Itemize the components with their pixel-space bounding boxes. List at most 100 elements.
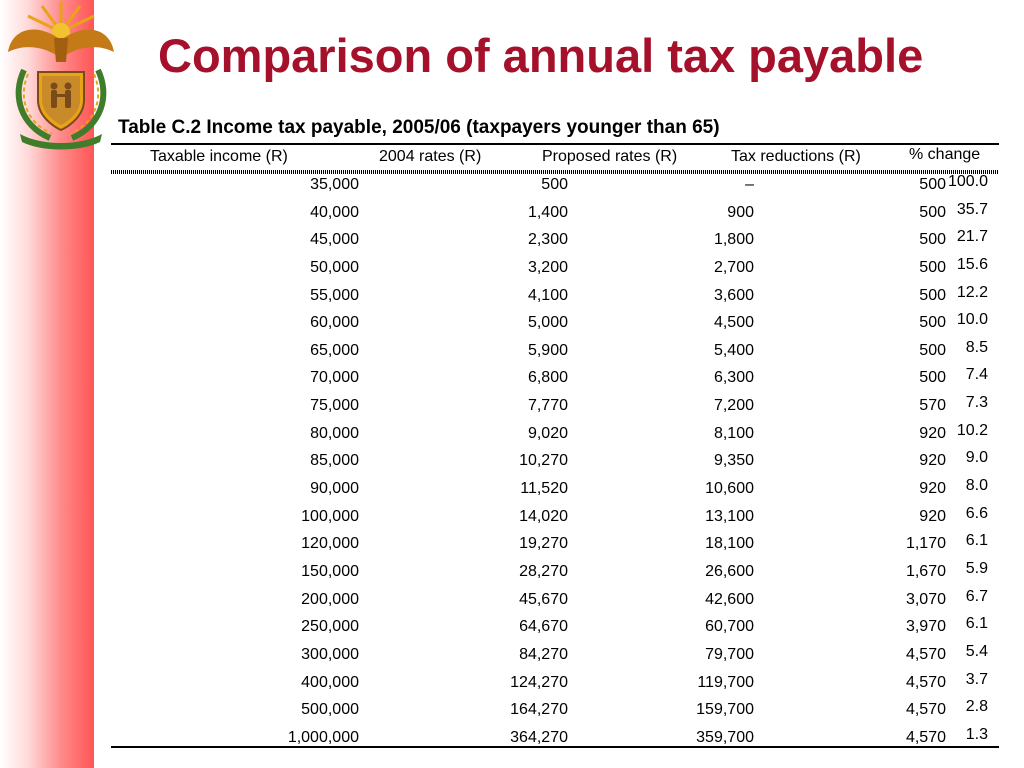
cell-taxable-income: 35,000: [310, 176, 359, 193]
cell-taxable-income: 80,000: [310, 424, 359, 442]
cell-2004-rates: 2,300: [527, 231, 568, 249]
table-row: 75,000 7,770 7,200 570 7.3: [111, 393, 999, 421]
cell-proposed-rates: 13,100: [705, 507, 754, 525]
cell-taxable-income: 100,000: [301, 507, 359, 525]
table-row: 400,000 124,270 119,700 4,570 3.7: [111, 670, 999, 698]
cell-tax-reductions: 500: [919, 231, 946, 249]
table-row: 500,000 164,270 159,700 4,570 2.8: [111, 697, 999, 725]
cell-tax-reductions: 500: [919, 258, 946, 276]
cell-2004-rates: 19,270: [519, 535, 568, 553]
cell-2004-rates: 364,270: [510, 728, 568, 746]
cell-proposed-rates: 6,300: [713, 369, 754, 387]
cell-percent-change: 2.8: [965, 698, 988, 716]
cell-percent-change: 3.7: [965, 670, 988, 688]
cell-2004-rates: 4,100: [527, 286, 568, 304]
slide-title: Comparison of annual tax payable: [158, 29, 924, 82]
cell-taxable-income: 400,000: [301, 673, 359, 691]
cell-taxable-income: 50,000: [310, 258, 359, 276]
cell-2004-rates: 7,770: [527, 397, 568, 415]
header-2004-rates: 2004 rates (R): [379, 148, 482, 165]
cell-proposed-rates: –: [745, 176, 754, 193]
table-row: 250,000 64,670 60,700 3,970 6.1: [111, 614, 999, 642]
cell-proposed-rates: 10,600: [705, 480, 754, 498]
cell-percent-change: 8.5: [965, 338, 988, 356]
cell-2004-rates: 5,000: [527, 314, 568, 332]
cell-proposed-rates: 26,600: [705, 562, 754, 580]
table-row: 55,000 4,100 3,600 500 12.2: [111, 283, 999, 311]
cell-tax-reductions: 4,570: [905, 701, 946, 719]
cell-taxable-income: 500,000: [301, 701, 359, 719]
cell-tax-reductions: 920: [919, 480, 946, 498]
cell-percent-change: 5.4: [965, 642, 988, 660]
cell-taxable-income: 90,000: [310, 480, 359, 498]
cell-tax-reductions: 500: [919, 203, 946, 221]
cell-2004-rates: 124,270: [510, 673, 568, 691]
cell-taxable-income: 65,000: [310, 341, 359, 359]
cell-percent-change: 6.6: [965, 504, 988, 522]
cell-2004-rates: 164,270: [510, 701, 568, 719]
cell-percent-change: 6.1: [965, 532, 988, 550]
table-row: 200,000 45,670 42,600 3,070 6.7: [111, 587, 999, 615]
cell-tax-reductions: 500: [919, 176, 946, 193]
cell-taxable-income: 85,000: [310, 452, 359, 470]
cell-proposed-rates: 359,700: [696, 728, 754, 746]
cell-2004-rates: 84,270: [519, 645, 568, 663]
cell-taxable-income: 40,000: [310, 203, 359, 221]
cell-percent-change: 7.3: [965, 394, 988, 412]
coat-of-arms-logo: [8, 2, 114, 150]
header-hatched-divider: [111, 170, 999, 174]
table-row: 70,000 6,800 6,300 500 7.4: [111, 365, 999, 393]
cell-tax-reductions: 3,070: [905, 590, 946, 608]
cell-proposed-rates: 159,700: [696, 701, 754, 719]
cell-percent-change: 1.3: [965, 725, 988, 743]
cell-2004-rates: 14,020: [519, 507, 568, 525]
cell-2004-rates: 28,270: [519, 562, 568, 580]
cell-tax-reductions: 1,670: [905, 562, 946, 580]
cell-tax-reductions: 920: [919, 424, 946, 442]
table-row: 65,000 5,900 5,400 500 8.5: [111, 338, 999, 366]
table-row: 90,000 11,520 10,600 920 8.0: [111, 476, 999, 504]
cell-2004-rates: 11,520: [520, 480, 568, 498]
cell-proposed-rates: 7,200: [713, 397, 754, 415]
table-body: 35,000 500–500 100.0 40,000 1,400 900 500 35.7 4…: [111, 172, 999, 752]
cell-taxable-income: 75,000: [310, 397, 359, 415]
cell-2004-rates: 9,020: [527, 424, 568, 442]
table-caption: Table C.2 Income tax payable, 2005/06 (t…: [118, 117, 720, 138]
cell-percent-change: 9.0: [965, 449, 988, 467]
table-row: 60,000 5,000 4,500 500 10.0: [111, 310, 999, 338]
cell-tax-reductions: 500: [919, 286, 946, 304]
cell-2004-rates: 3,200: [527, 258, 568, 276]
cell-tax-reductions: 4,570: [905, 673, 946, 691]
cell-proposed-rates: 119,700: [697, 673, 754, 691]
table-row: 40,000 1,400 900 500 35.7: [111, 200, 999, 228]
cell-2004-rates: 10,270: [519, 452, 568, 470]
cell-tax-reductions: 4,570: [905, 645, 946, 663]
cell-proposed-rates: 18,100: [705, 535, 754, 553]
header-tax-reductions: Tax reductions (R): [731, 148, 861, 165]
cell-proposed-rates: 3,600: [713, 286, 754, 304]
cell-2004-rates: 64,670: [519, 618, 568, 636]
cell-percent-change: 12.2: [956, 283, 988, 301]
header-proposed-rates: Proposed rates (R): [542, 148, 678, 165]
cell-2004-rates: 6,800: [527, 369, 568, 387]
cell-percent-change: 6.7: [965, 587, 988, 605]
cell-tax-reductions: 500: [919, 369, 946, 387]
cell-proposed-rates: 79,700: [705, 645, 754, 663]
cell-percent-change: 10.2: [956, 421, 988, 439]
cell-tax-reductions: 1,170: [905, 535, 946, 553]
cell-tax-reductions: 3,970: [905, 618, 946, 636]
cell-taxable-income: 55,000: [310, 286, 359, 304]
cell-2004-rates: 5,900: [527, 341, 568, 359]
cell-percent-change: 15.6: [956, 255, 988, 273]
cell-percent-change: 100.0: [947, 173, 988, 190]
cell-proposed-rates: 900: [727, 203, 754, 221]
table-row: 50,000 3,200 2,700 500 15.6: [111, 255, 999, 283]
cell-proposed-rates: 4,500: [713, 314, 754, 332]
cell-taxable-income: 250,000: [301, 618, 359, 636]
cell-tax-reductions: 570: [919, 397, 946, 415]
cell-proposed-rates: 8,100: [713, 424, 754, 442]
cell-tax-reductions: 500: [919, 341, 946, 359]
header-percent-change: % change: [909, 146, 981, 163]
cell-proposed-rates: 5,400: [713, 341, 754, 359]
cell-taxable-income: 60,000: [310, 314, 359, 332]
